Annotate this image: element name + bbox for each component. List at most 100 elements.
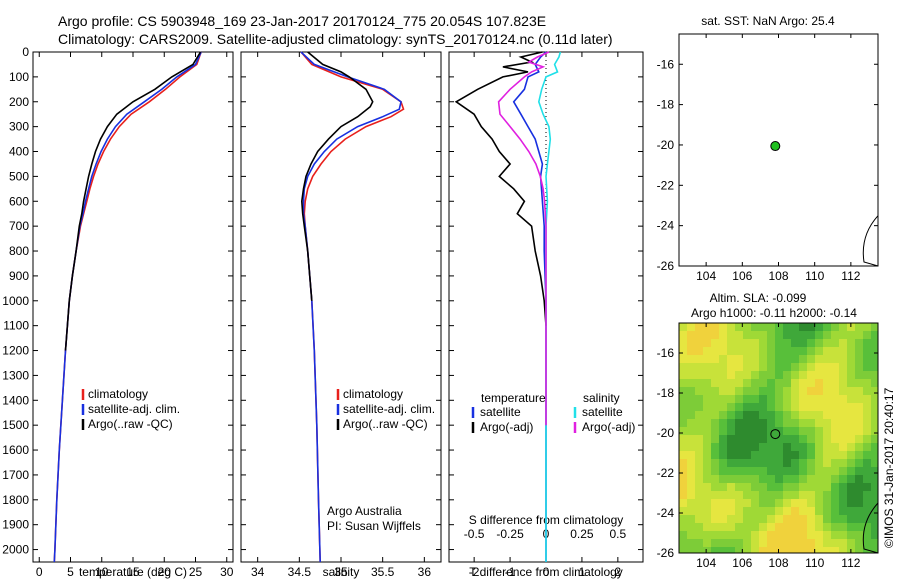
sla-cell [855, 371, 864, 380]
sla-cell [839, 403, 848, 412]
salinity-series-argo [300, 51, 374, 301]
sla-cell [743, 483, 752, 492]
sla-cell [695, 331, 704, 340]
sla-cell [767, 331, 776, 340]
sla-cell [751, 419, 760, 428]
sla-cell [863, 467, 872, 476]
sla-cell [807, 363, 816, 372]
sla-cell [687, 339, 696, 348]
sla-cell [823, 507, 832, 516]
sla-cell [679, 395, 688, 404]
sla-cell [823, 483, 832, 492]
sla-cell [775, 419, 784, 428]
sla-cell [823, 387, 832, 396]
sla-cell [687, 483, 696, 492]
depth-ytick-label: 1400 [2, 393, 29, 407]
sla-cell [711, 443, 720, 452]
sla-cell [703, 451, 712, 460]
sla-cell [767, 499, 776, 508]
sla-cell [847, 523, 856, 532]
sla-cell [743, 411, 752, 420]
sla-cell [695, 387, 704, 396]
sla-cell [791, 523, 800, 532]
sla-cell [815, 387, 824, 396]
sla-cell [791, 427, 800, 436]
sla-cell [775, 451, 784, 460]
diff-legend-title-temperature: temperature [481, 391, 546, 405]
sla-cell [735, 347, 744, 356]
sla-cell [759, 459, 768, 468]
sla-cell [703, 443, 712, 452]
sla-cell [807, 427, 816, 436]
salinity-legend-item: climatology [343, 387, 403, 401]
sla-cell [743, 499, 752, 508]
sla-cell [799, 459, 808, 468]
sla-cell [871, 371, 878, 380]
sla-cell [751, 363, 760, 372]
temperature-panel: 0 5 10 15 20 25 30 temperature (deg C) 0 100 200 30… [2, 45, 233, 579]
sla-cell [703, 467, 712, 476]
sla-cell [799, 419, 808, 428]
sst-map-ytick-label: -16 [657, 57, 675, 71]
sla-cell [735, 515, 744, 524]
sla-cell [719, 507, 728, 516]
sla-cell [799, 323, 808, 332]
sla-cell [847, 371, 856, 380]
difference-series-satellite_s [537, 51, 562, 562]
sla-cell [775, 483, 784, 492]
sla-cell [719, 371, 728, 380]
sla-cell [791, 467, 800, 476]
sla-cell [815, 395, 824, 404]
sla-cell [799, 531, 808, 540]
sla-cell [807, 435, 816, 444]
sla-cell [823, 355, 832, 364]
sla-cell [719, 387, 728, 396]
sla-cell [703, 491, 712, 500]
sla-cell [831, 499, 840, 508]
sla-cell [783, 539, 792, 548]
sla-cell [727, 483, 736, 492]
sla-cell [783, 427, 792, 436]
sla-cell [831, 491, 840, 500]
sla-cell [775, 347, 784, 356]
sla-cell [863, 491, 872, 500]
sla-cell [703, 339, 712, 348]
sla-cell [751, 387, 760, 396]
sla-cell [687, 427, 696, 436]
sst-title: sat. SST: NaN Argo: 25.4 [701, 14, 835, 28]
sla-cell [775, 403, 784, 412]
sla-cell [759, 387, 768, 396]
depth-ytick-label: 700 [9, 219, 29, 233]
depth-ytick-label: 1100 [3, 319, 29, 333]
sla-cell [711, 419, 720, 428]
temperature-legend-item: satellite-adj. clim. [88, 402, 180, 416]
sla-cell [871, 347, 878, 356]
salinity-xtick-label: 36 [418, 565, 432, 579]
sla-cell [863, 411, 872, 420]
sla-cell [687, 531, 696, 540]
sla-map-ytick-label: -26 [657, 546, 675, 560]
sla-cell [863, 419, 872, 428]
sla-cell [783, 531, 792, 540]
sla-cell [823, 331, 832, 340]
sla-cell [863, 451, 872, 460]
sla-cell [847, 515, 856, 524]
sla-cell [711, 395, 720, 404]
sla-title: Altim. SLA: -0.099 [710, 291, 807, 305]
sla-cell [855, 395, 864, 404]
sla-cell [823, 531, 832, 540]
sla-cell [847, 531, 856, 540]
pi-annotation: PI: Susan Wijffels [327, 519, 421, 533]
sla-cell [807, 451, 816, 460]
sla-cell [727, 515, 736, 524]
sst-map-xtick-label: 110 [805, 269, 824, 283]
sla-cell [871, 339, 878, 348]
sla-cell [775, 331, 784, 340]
sla-cell [703, 387, 712, 396]
sla-cell [799, 491, 808, 500]
sla-cell [703, 419, 712, 428]
sla-cell [775, 339, 784, 348]
temperature-xtick-label: 10 [95, 565, 109, 579]
sst-map-ytick-label: -22 [657, 178, 675, 192]
sla-cell [751, 459, 760, 468]
